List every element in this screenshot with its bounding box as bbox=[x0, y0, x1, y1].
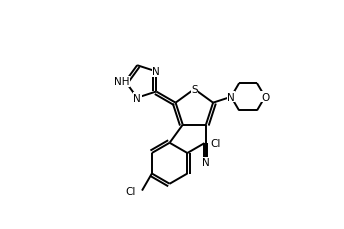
Text: N: N bbox=[202, 158, 210, 168]
Text: Cl: Cl bbox=[210, 139, 221, 148]
Text: N: N bbox=[152, 67, 160, 77]
Text: S: S bbox=[191, 85, 198, 95]
Text: O: O bbox=[261, 93, 269, 102]
Text: Cl: Cl bbox=[126, 186, 136, 196]
Text: N: N bbox=[227, 93, 235, 102]
Text: N: N bbox=[133, 93, 141, 103]
Text: NH: NH bbox=[115, 77, 130, 87]
